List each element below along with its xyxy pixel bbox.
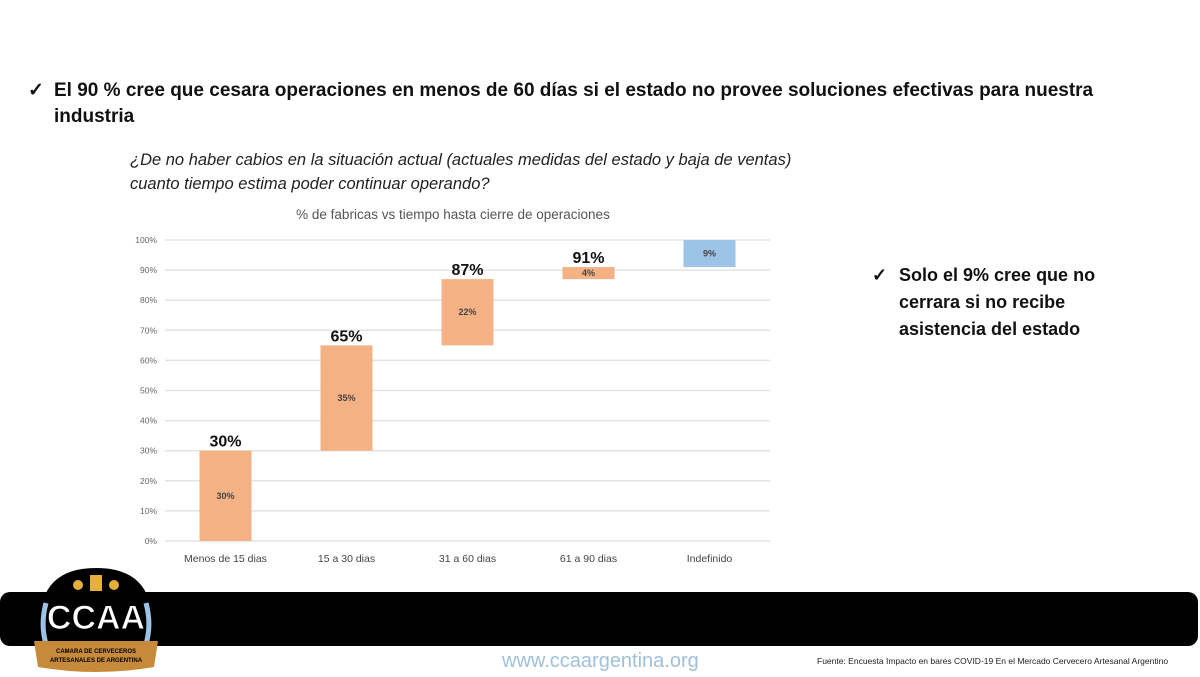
website-link[interactable]: www.ccaargentina.org	[502, 650, 699, 672]
cumulative-label: 87%	[451, 262, 483, 279]
y-tick-label: 10%	[140, 506, 157, 516]
x-tick-label: 31 a 60 dias	[439, 553, 496, 565]
x-tick-label: Indefinido	[687, 553, 733, 565]
y-tick-label: 60%	[140, 355, 157, 365]
ccaa-logo: CCAA CAMARA DE CERVECEROS ARTESANALES DE…	[34, 568, 158, 672]
x-tick-label: 61 a 90 dias	[560, 553, 617, 565]
y-tick-label: 20%	[140, 476, 157, 486]
bar-value-label: 4%	[582, 268, 595, 278]
cumulative-label: 30%	[209, 434, 241, 451]
y-tick-label: 30%	[140, 446, 157, 456]
footer-band	[0, 592, 1198, 646]
source-note: Fuente: Encuesta Impacto en bares COVID-…	[817, 656, 1169, 666]
svg-text:CAMARA DE CERVECEROS: CAMARA DE CERVECEROS	[56, 649, 136, 655]
check-icon: ✓	[872, 265, 888, 285]
y-tick-label: 90%	[140, 265, 157, 275]
bar-value-label: 9%	[703, 249, 716, 259]
bar-value-label: 22%	[458, 307, 476, 317]
y-tick-label: 40%	[140, 416, 157, 426]
heading: ✓ El 90 % cree que cesara operaciones en…	[28, 78, 1138, 130]
bar-2	[320, 345, 373, 451]
bar-value-label: 35%	[337, 393, 355, 403]
x-tick-label: 15 a 30 dias	[318, 553, 375, 565]
y-tick-label: 70%	[140, 325, 157, 335]
bar-1	[199, 450, 252, 541]
heading-text: El 90 % cree que cesara operaciones en m…	[54, 80, 1094, 127]
bar-value-label: 30%	[216, 491, 234, 501]
svg-text:ARTESANALES DE ARGENTINA: ARTESANALES DE ARGENTINA	[50, 658, 143, 664]
bar-4	[562, 267, 615, 280]
waterfall-chart: % de fabricas vs tiempo hasta cierre de …	[135, 207, 770, 565]
survey-question: ¿De no haber cabios en la situación actu…	[130, 151, 792, 193]
cumulative-label: 91%	[572, 250, 604, 267]
y-tick-label: 100%	[135, 235, 157, 245]
side-note-text: Solo el 9% cree que no cerrara si no rec…	[899, 265, 1096, 339]
check-icon: ✓	[28, 80, 44, 101]
x-tick-label: Menos de 15 dias	[184, 553, 267, 565]
y-tick-label: 50%	[140, 386, 157, 396]
logo-text: CCAA	[47, 599, 145, 637]
cumulative-label: 65%	[330, 328, 362, 345]
bar-5	[683, 240, 736, 268]
y-tick-label: 80%	[140, 295, 157, 305]
bar-3	[441, 279, 494, 346]
chart-title: % de fabricas vs tiempo hasta cierre de …	[296, 207, 610, 222]
side-note: ✓ Solo el 9% cree que no cerrara si no r…	[872, 262, 1132, 343]
y-tick-label: 0%	[145, 536, 158, 546]
